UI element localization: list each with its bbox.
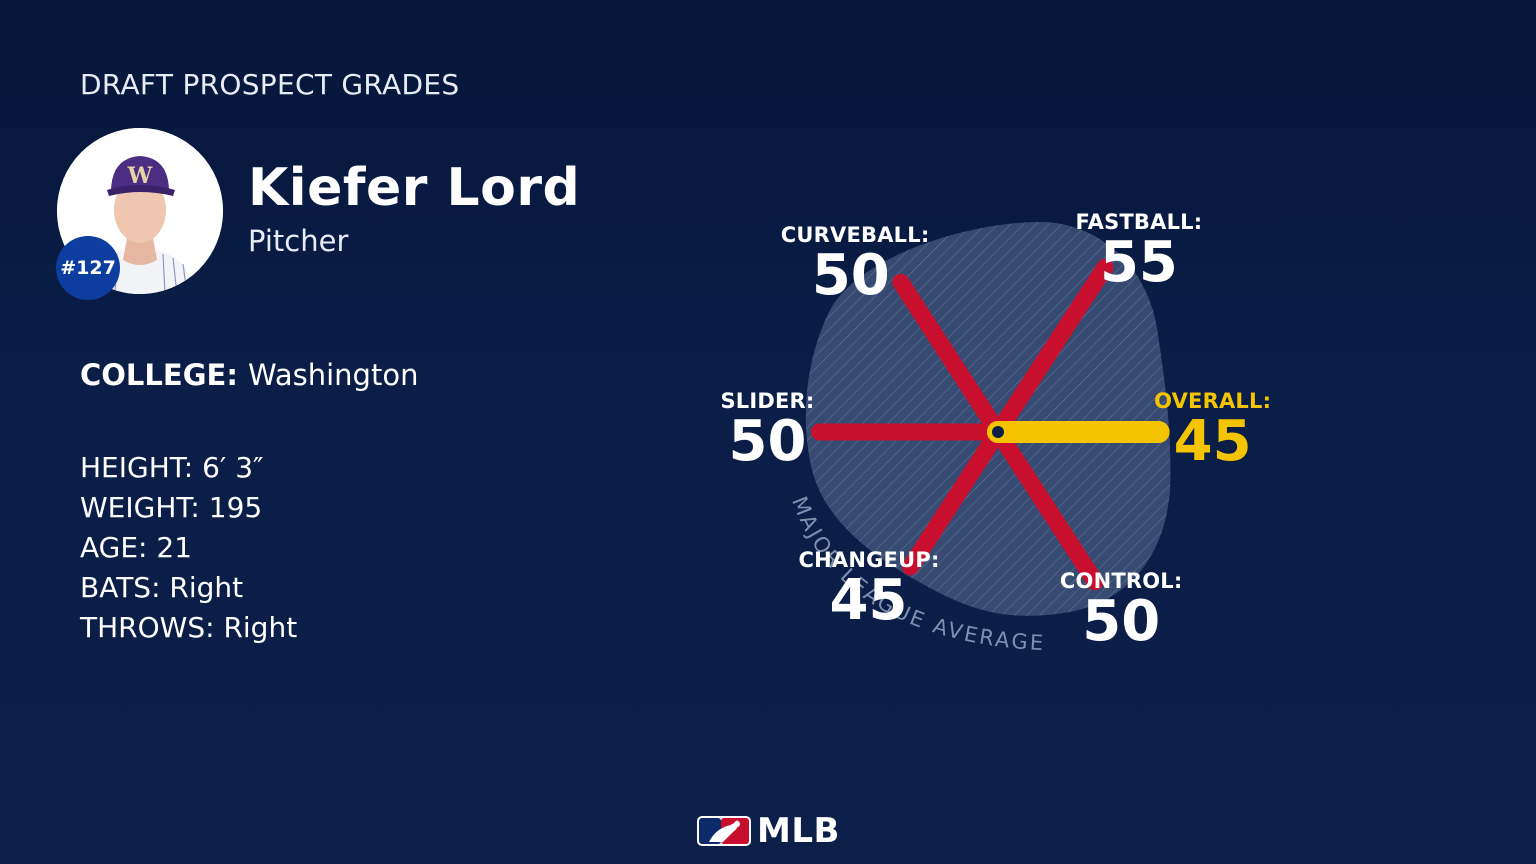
grade-label-control: CONTROL: 50 [1051,568,1191,654]
grade-label-overall: OVERALL: 45 [1143,391,1283,470]
grade-value: 45 [829,567,908,633]
stat-weight: WEIGHT: 195 [80,491,263,524]
grade-value: 45 [1173,409,1252,474]
grade-label-fastball: FASTBALL: 55 [1069,212,1209,291]
grade-name: CONTROL: [1059,568,1183,593]
grade-value: 55 [1099,230,1178,296]
grade-value: 50 [811,243,890,309]
svg-text:W: W [127,163,153,189]
grade-name: CHANGEUP: [798,547,940,572]
grade-name: OVERALL: [1154,389,1272,413]
stat-bats: BATS: Right [80,571,244,604]
player-position: Pitcher [248,224,349,258]
college-info: COLLEGE: Washington [80,358,418,392]
spoke-changeup [902,423,1007,576]
grade-value: 50 [728,409,807,474]
player-name: Kiefer Lord [248,158,581,218]
grade-label-slider: SLIDER: 50 [698,391,838,470]
grade-name: FASTBALL: [1075,210,1203,235]
stat-height: HEIGHT: 6′ 3″ [80,451,264,484]
rank-badge: #127 [56,236,120,300]
grade-label-curveball: CURVEBALL: 50 [780,223,930,309]
mlb-logo-text: MLB [757,811,840,851]
college-value: Washington [248,358,419,392]
player-stats: HEIGHT: 6′ 3″ WEIGHT: 195 AGE: 21 BATS: … [80,450,297,650]
center-dot [992,426,1004,438]
spoke-control [989,423,1104,591]
mlb-logo-icon [697,816,751,846]
college-label: COLLEGE: [80,358,238,392]
grade-label-changeup: CHANGEUP: 45 [798,547,940,633]
grade-value: 50 [1082,588,1161,654]
spoke-fastball [989,258,1114,441]
page-title: DRAFT PROSPECT GRADES [80,68,460,101]
grade-name: SLIDER: [720,389,815,413]
stat-age: AGE: 21 [80,531,193,564]
mlb-logo: MLB [697,811,840,851]
grade-name: CURVEBALL: [780,223,930,248]
stat-throws: THROWS: Right [80,611,298,644]
spoke-curveball [892,273,1007,441]
